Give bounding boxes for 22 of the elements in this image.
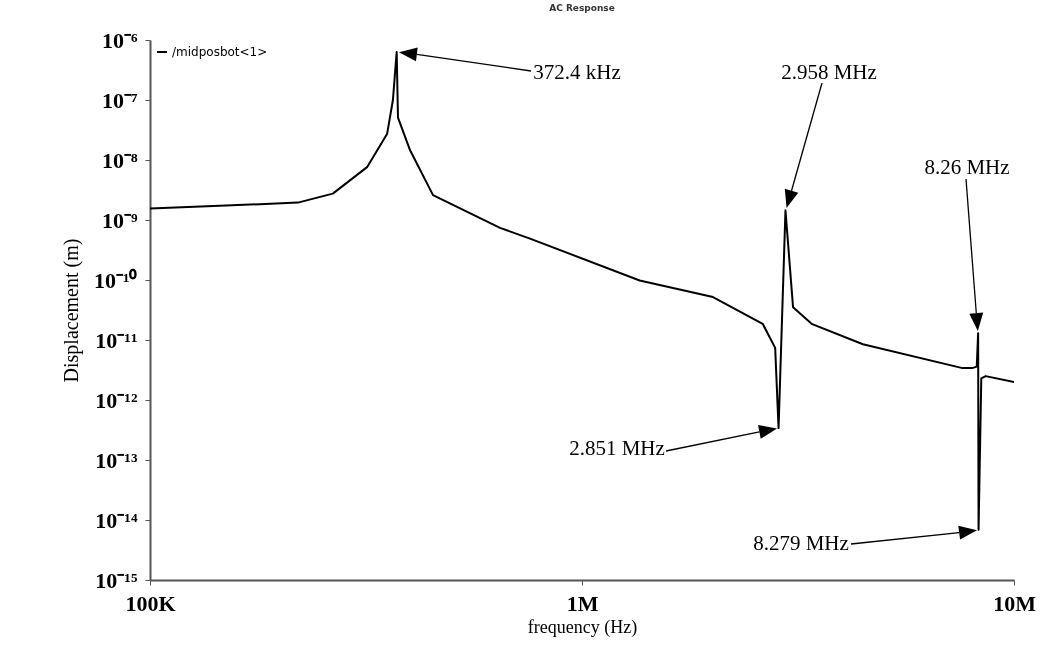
x-tick-label: 100K (125, 590, 176, 616)
y-tick-label: 10⁻¹⁵ (95, 567, 138, 593)
x-axis-title: frequency (Hz) (527, 616, 638, 638)
y-tick-label: 10⁻⁸ (101, 147, 138, 173)
legend-label: /midposbot<1> (172, 45, 268, 59)
annotation: 2.851 MHz (569, 436, 665, 460)
annotation: 8.26 MHz (924, 155, 1010, 179)
y-tick-label: 10⁻⁶ (101, 27, 138, 53)
y-tick-label: 10⁻⁷ (101, 87, 138, 113)
y-tick-label: 10⁻¹³ (95, 447, 138, 473)
annotation: 2.958 MHz (781, 60, 877, 84)
annotation: 372.4 kHz (533, 60, 621, 84)
y-tick-label: 10⁻⁹ (101, 207, 138, 233)
y-axis-title: Displacement (m) (59, 238, 83, 383)
x-tick-label: 10M (993, 590, 1037, 616)
y-tick-label: 10⁻¹¹ (95, 327, 138, 353)
chart-title: AC Response (549, 3, 615, 13)
y-tick-label: 10⁻¹⁰ (93, 267, 138, 293)
annotation: 8.279 MHz (753, 531, 849, 555)
y-tick-label: 10⁻¹² (95, 387, 138, 413)
x-tick-label: 1M (566, 590, 599, 616)
y-tick-label: 10⁻¹⁴ (95, 507, 138, 533)
